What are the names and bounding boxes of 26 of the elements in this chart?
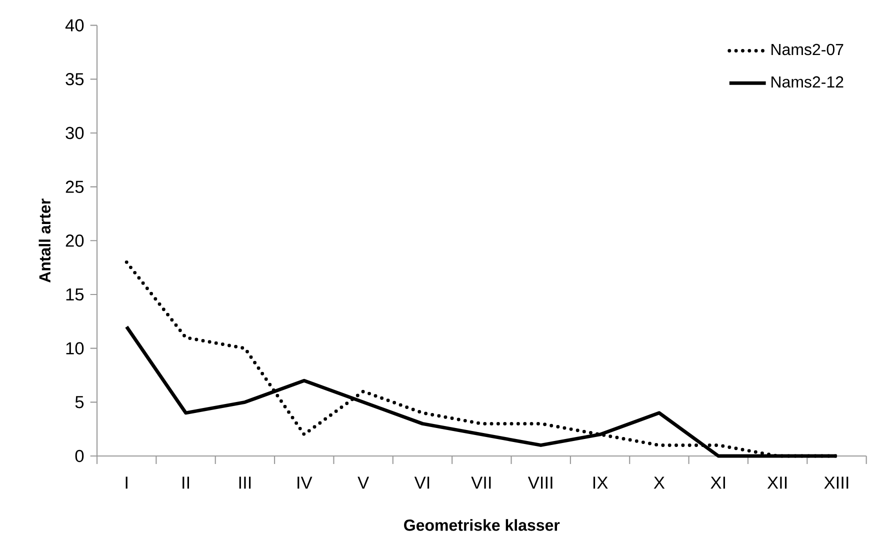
y-tick-label: 5: [75, 396, 84, 408]
y-axis-title: Antall arter: [38, 198, 51, 282]
x-tick-label: XIII: [824, 476, 848, 489]
x-tick-label: VIII: [528, 476, 552, 489]
x-axis-title: Geometriske klasser: [404, 519, 560, 531]
y-tick-label: 0: [75, 450, 84, 462]
x-tick-label: IV: [298, 476, 312, 489]
y-tick-label: 20: [66, 234, 84, 247]
x-tick-label: V: [358, 476, 370, 489]
legend-label: Nams2-07: [772, 44, 844, 56]
x-tick-label: III: [239, 476, 251, 489]
x-tick-label: XII: [767, 476, 787, 489]
x-tick-label: VI: [414, 476, 430, 489]
y-tick-label: 25: [66, 180, 84, 193]
legend-label: Nams2-12: [772, 76, 844, 88]
x-tick-label: II: [182, 476, 189, 489]
x-tick-label: IX: [593, 476, 608, 489]
x-tick-label: I: [126, 476, 128, 489]
y-tick-label: 40: [65, 19, 84, 32]
x-tick-label: VII: [471, 476, 491, 489]
y-tick-label: 30: [66, 126, 84, 140]
y-tick-label: 15: [66, 288, 84, 301]
x-tick-label: X: [654, 476, 665, 489]
y-tick-label: 35: [66, 73, 84, 86]
x-tick-label: XI: [710, 476, 725, 489]
y-tick-label: 10: [66, 342, 84, 354]
